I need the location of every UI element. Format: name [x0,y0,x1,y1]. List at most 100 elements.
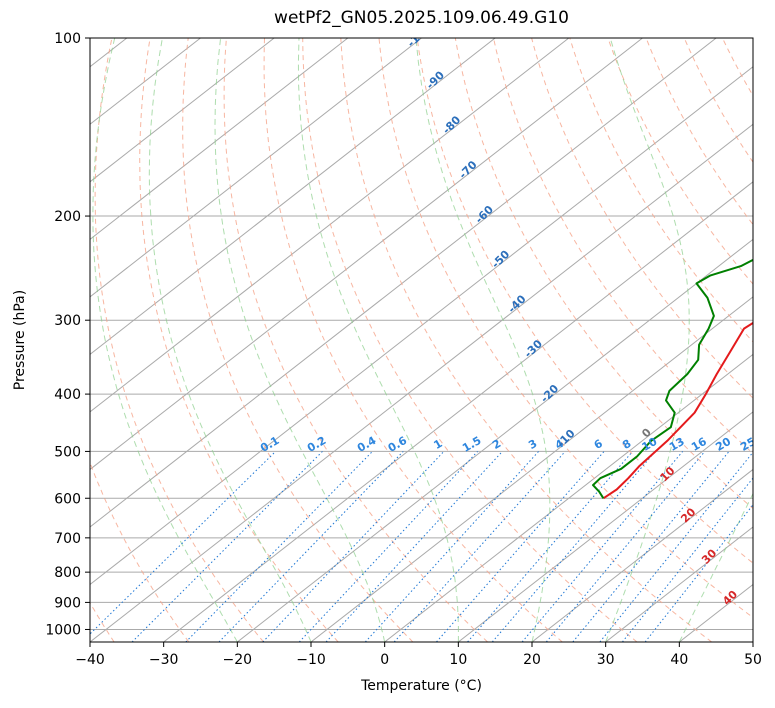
mixing-ratio-line [393,451,566,642]
x-tick-label: −10 [296,652,326,668]
isotherm-line [90,38,201,125]
isotherm-line [0,38,53,642]
moist-adiabat [605,38,690,642]
dry-adiabat [0,38,39,642]
mixing-ratio-line [644,503,753,642]
mixing-ratio-label: 1 [432,437,445,452]
dry-adiabat [531,38,753,399]
mixing-ratio-line [545,451,706,642]
isotherm-line [310,296,753,642]
isotherm-label: 30 [699,546,719,566]
mixing-ratio-label: 6 [592,437,605,452]
moist-adiabat [415,38,551,642]
isotherm-line [752,641,753,642]
dry-adiabat [761,38,775,642]
dewpoint-profile [592,258,753,499]
isotherm-line [458,411,753,642]
y-tick-label: 200 [54,209,81,225]
plot-frame [89,37,754,643]
mixing-ratio-line [262,451,445,642]
mixing-ratio-label: 25 [738,435,758,454]
moist-adiabat [148,38,312,642]
mixing-ratio-line [325,451,503,642]
moist-adiabat [214,38,386,642]
isotherm-line [90,38,275,183]
isotherm-line [90,38,349,240]
mixing-ratio-line [185,451,373,642]
isotherm-line [384,353,753,642]
isotherm-label: -90 [424,68,447,91]
x-tick-label: −40 [75,652,105,668]
isotherm-line [90,66,753,586]
mixing-ratio-line [467,451,633,642]
y-tick-label: 700 [54,531,81,547]
x-tick-label: −30 [149,652,179,668]
mixing-ratio-line [572,451,730,642]
series-layer [592,258,753,500]
isotherm-label: -100 [405,21,434,50]
axes: −40 −30 −20 −10 0 10 20 30 40 50 1000 900 800 700 600 5… [45,31,762,668]
mixing-ratio-label: 30 [759,435,775,454]
isotherm-label: 40 [720,588,740,608]
y-tick-label: 500 [54,444,81,460]
x-axis-label: Temperature (°C) [361,678,482,694]
chart-title: wetPf2_GN05.2025.109.06.49.G10 [274,8,569,28]
isotherm-line [90,38,643,471]
moist-adiabat [678,492,753,642]
isotherm-line [679,583,753,642]
x-tick-label: 40 [670,652,688,668]
dry-adiabat [378,38,753,619]
mixing-ratio-line [298,451,478,642]
mixing-ratio-label: 2 [490,437,503,452]
x-tick-label: 10 [449,652,467,668]
isotherm-line [90,38,570,413]
dry-adiabat [139,38,339,642]
isotherm-label: -80 [440,113,463,136]
y-tick-label: 900 [54,595,81,611]
x-tick-label: 0 [380,652,389,668]
x-tick-label: −20 [223,652,253,668]
mixing-ratio-line [621,477,753,642]
x-tick-label: 20 [523,652,541,668]
dry-adiabat [223,38,488,642]
temperature-profile [602,321,753,500]
isotherm-line [90,38,422,298]
mixing-ratio-line [90,451,276,635]
isotherm-line [531,468,753,642]
isotherm-label: -20 [538,382,561,405]
isotherm-line [90,123,753,642]
isotherm-label: -60 [473,203,496,226]
dry-adiabat [94,38,264,642]
mixing-ratio-label: 3 [526,437,539,452]
dry-adiabat [90,461,190,642]
dry-adiabat [607,38,753,285]
y-tick-label: 1000 [45,622,81,638]
mixing-ratio-line [436,451,605,642]
x-tick-label: 50 [744,652,762,668]
background-lines [0,38,775,642]
isotherm-line [163,181,753,642]
isotherm-label: -30 [522,337,545,360]
mixing-ratio-line [491,451,656,642]
mixing-ratio-line [218,451,404,642]
y-tick-label: 300 [54,313,81,329]
isotherm-line [237,238,753,642]
isotherm-line [605,526,753,642]
moist-adiabat [297,38,459,642]
x-tick-label: 30 [597,652,615,668]
dry-adiabat [493,38,753,455]
isotherm-label: 20 [678,505,698,525]
isotherm-line [90,38,717,528]
y-tick-label: 400 [54,387,81,403]
mixing-ratio-line [599,451,753,642]
isotherm-label: -70 [456,158,479,181]
isotherm-label: 10 [657,464,677,484]
contour-labels: 0.10.20.40.611.52346810131620253036-100-… [258,21,775,608]
dry-adiabat [454,38,753,510]
moist-adiabat [92,38,238,642]
y-tick-label: 100 [54,31,81,47]
dry-adiabat [302,38,638,642]
dry-adiabat [263,38,563,642]
mixing-ratio-line [521,451,684,642]
